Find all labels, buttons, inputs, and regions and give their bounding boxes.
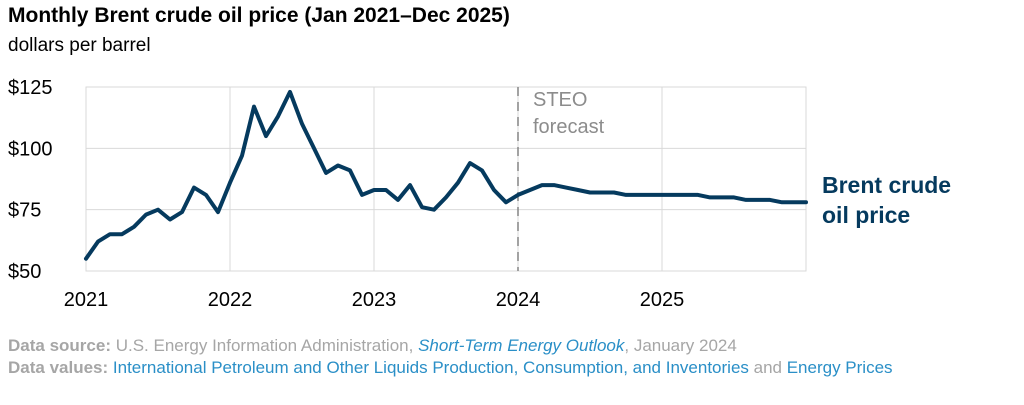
y-tick-label: $50 — [8, 261, 41, 283]
chart-title: Monthly Brent crude oil price (Jan 2021–… — [8, 4, 510, 27]
x-tick-label: 2025 — [640, 289, 685, 311]
line-chart: STEO forecast $50 $75 $100 $125 2021 2022 2023 2… — [8, 77, 951, 311]
series-layer — [84, 89, 808, 261]
forecast-label: STEO — [533, 89, 587, 111]
grid-layer — [85, 86, 807, 272]
label-layer: Brent crude oil price — [822, 172, 951, 228]
data-values-line: Data values: International Petroleum and… — [8, 358, 1018, 378]
petroleum-liquids-link[interactable]: International Petroleum and Other Liquid… — [112, 358, 749, 377]
y-tick-label: $75 — [8, 200, 41, 222]
steo-link[interactable]: Short-Term Energy Outlook — [418, 336, 625, 355]
data-values-and: and — [748, 358, 787, 377]
data-source-date: , January 2024 — [624, 336, 737, 355]
forecast-layer: STEO forecast — [517, 87, 605, 271]
y-tick-label: $100 — [8, 138, 53, 160]
data-source-label: Data source: — [8, 336, 111, 355]
x-tick-label: 2023 — [352, 289, 397, 311]
data-source-line: Data source: U.S. Energy Information Adm… — [8, 336, 737, 356]
series-label: oil price — [822, 202, 910, 228]
data-values-label: Data values: — [8, 358, 109, 377]
series-line-brent — [84, 89, 808, 261]
x-tick-label: 2024 — [496, 289, 541, 311]
series-label: Brent crude — [822, 172, 951, 198]
energy-prices-link[interactable]: Energy Prices — [786, 358, 893, 377]
plot-frame — [85, 86, 807, 272]
forecast-label: forecast — [533, 116, 605, 138]
y-tick-label: $125 — [8, 77, 53, 99]
data-source-org: U.S. Energy Information Administration, — [110, 336, 419, 355]
x-tick-label: 2022 — [208, 289, 253, 311]
tick-layer: $50 $75 $100 $125 2021 2022 2023 2024 2025 — [8, 77, 684, 311]
chart-subtitle: dollars per barrel — [8, 35, 151, 56]
x-tick-label: 2021 — [64, 289, 109, 311]
